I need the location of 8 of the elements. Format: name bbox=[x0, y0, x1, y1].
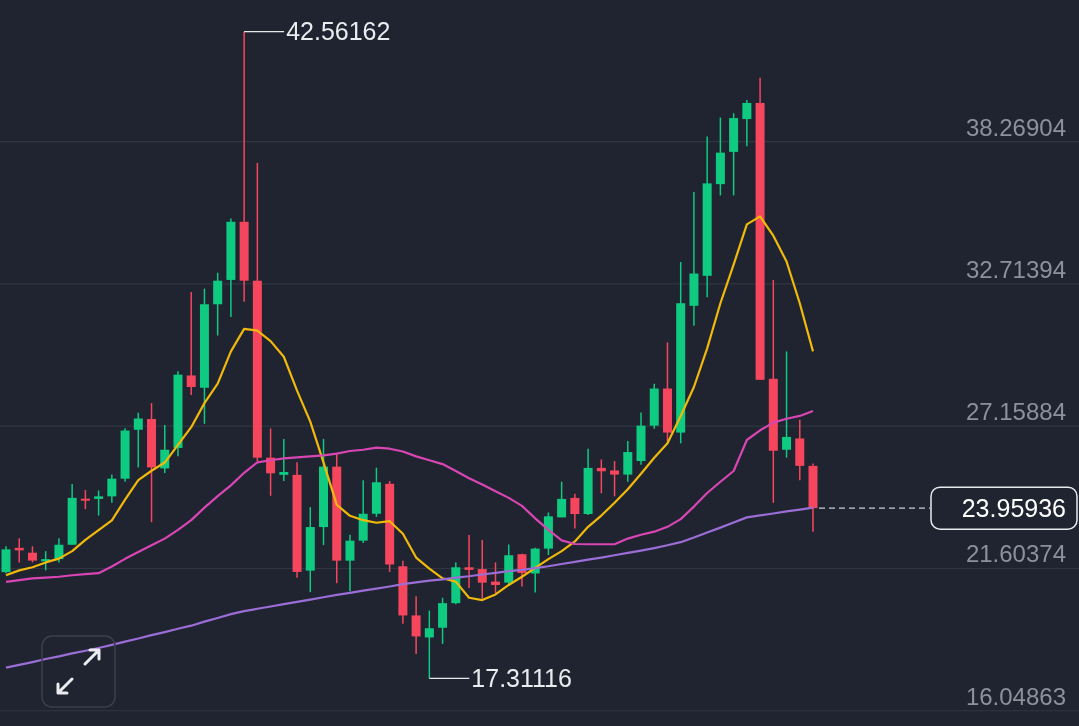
annotation: 42.56162 bbox=[286, 17, 391, 46]
y-tick-label: 32.71394 bbox=[965, 255, 1066, 283]
y-tick-label: 27.15884 bbox=[965, 398, 1066, 426]
y-tick-label: 16.04863 bbox=[965, 682, 1066, 710]
y-tick-label: 38.26904 bbox=[965, 113, 1066, 141]
y-tick-label: 21.60374 bbox=[965, 540, 1066, 568]
annotation: 17.31116 bbox=[471, 664, 572, 693]
ref-line-label: 23.95936 bbox=[961, 493, 1066, 522]
